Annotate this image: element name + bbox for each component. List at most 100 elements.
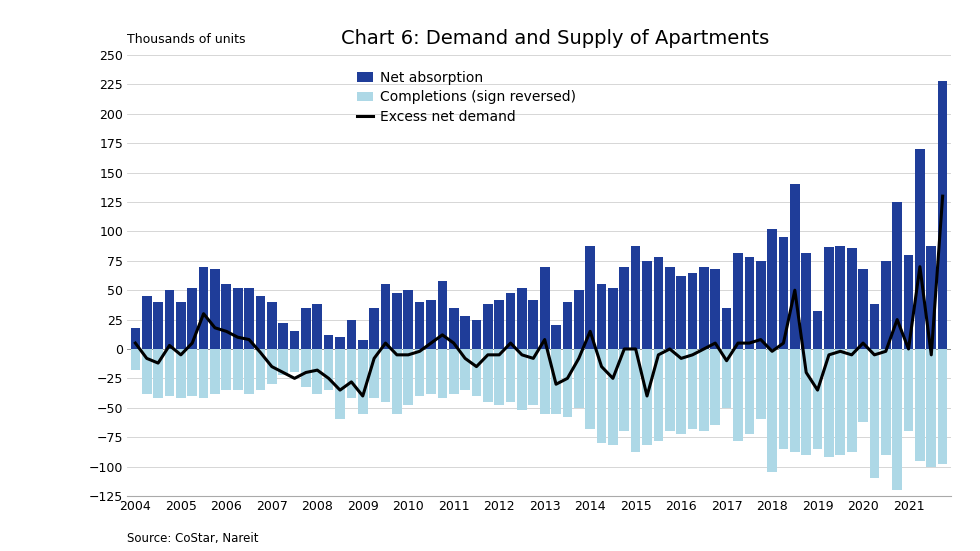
Bar [881,349,891,455]
Bar [313,349,322,393]
Bar [756,349,765,419]
Bar [654,257,663,349]
Bar [847,248,857,349]
Bar [608,288,617,349]
Bar [494,349,504,406]
Bar [745,349,755,434]
Line: Excess net demand: Excess net demand [135,196,943,396]
Bar [631,349,641,452]
Bar [574,349,584,408]
Bar [938,81,948,349]
Bar [267,349,276,384]
Bar [323,349,333,390]
Bar [676,349,686,434]
Bar [540,349,550,414]
Bar [812,349,822,449]
Bar [449,308,459,349]
Bar [199,267,209,349]
Bar [802,252,811,349]
Bar [233,349,242,390]
Bar [688,273,698,349]
Bar [369,349,379,398]
Bar [415,349,424,396]
Bar [221,284,231,349]
Bar [199,349,209,398]
Bar [869,349,879,478]
Bar [267,302,276,349]
Bar [426,300,436,349]
Excess net demand [322,375,334,382]
Bar [574,290,584,349]
Bar [404,349,414,406]
Bar [915,349,925,461]
Bar [153,349,163,398]
Bar [404,290,414,349]
Bar [301,349,311,387]
Bar [130,328,140,349]
Bar [676,276,686,349]
Bar [210,349,220,393]
Bar [130,349,140,370]
Bar [437,349,447,398]
Bar [142,296,152,349]
Bar [585,246,595,349]
Bar [153,302,163,349]
Bar [347,320,356,349]
Bar [290,331,299,349]
Bar [142,349,152,393]
Bar [790,349,800,452]
Bar [483,349,493,402]
Bar [335,349,345,419]
Bar [176,302,185,349]
Bar [597,349,607,443]
Bar [722,349,731,408]
Bar [426,349,436,393]
Bar [380,284,390,349]
Bar [233,288,242,349]
Bar [449,349,459,393]
Bar [483,304,493,349]
Bar [380,349,390,402]
Bar [290,349,299,372]
Text: Thousands of units: Thousands of units [127,33,246,46]
Bar [710,269,720,349]
Bar [506,349,515,402]
Legend: Net absorption, Completions (sign reversed), Excess net demand: Net absorption, Completions (sign revers… [357,71,576,124]
Bar [517,349,527,410]
Bar [893,202,902,349]
Bar [301,308,311,349]
Bar [915,149,925,349]
Bar [836,246,845,349]
Bar [733,252,743,349]
Bar [938,349,948,464]
Excess net demand [596,363,608,370]
Bar [506,293,515,349]
Bar [471,320,481,349]
Bar [664,267,674,349]
Excess net demand [653,352,664,358]
Bar [392,293,402,349]
Bar [528,300,538,349]
Bar [256,296,266,349]
Bar [528,349,538,406]
Bar [699,267,709,349]
Bar [619,349,629,431]
Bar [278,323,288,349]
Bar [642,261,652,349]
Bar [722,308,731,349]
Bar [756,261,765,349]
Excess net demand [687,352,699,358]
Bar [210,269,220,349]
Bar [347,349,356,398]
Bar [517,288,527,349]
Bar [335,337,345,349]
Excess net demand [129,340,141,347]
Bar [812,311,822,349]
Bar [461,349,470,390]
Bar [824,247,834,349]
Bar [767,229,777,349]
Excess net demand [937,193,949,199]
Bar [642,349,652,445]
Bar [926,349,936,467]
Bar [767,349,777,472]
